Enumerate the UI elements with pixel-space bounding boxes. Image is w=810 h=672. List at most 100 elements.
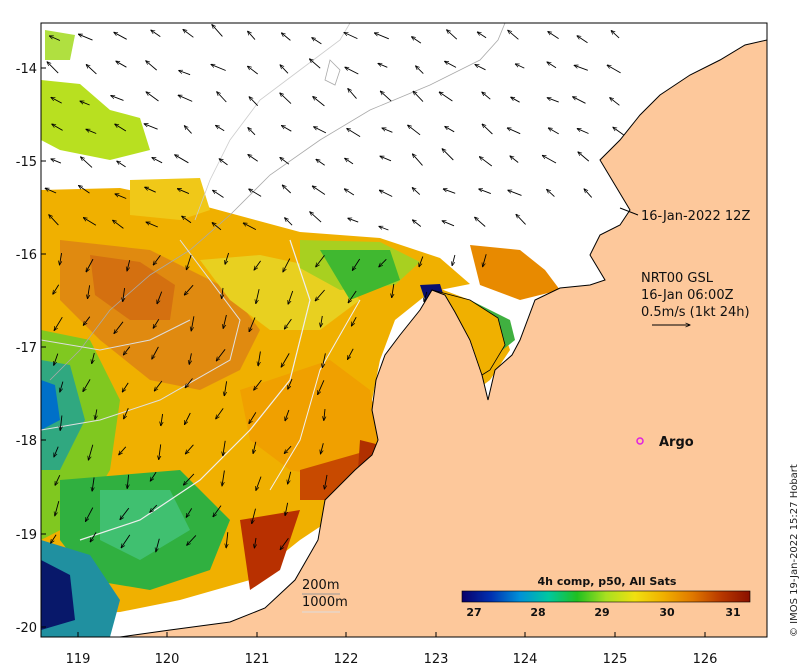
current-vector (248, 66, 258, 75)
current-vector (318, 380, 325, 394)
current-vector (114, 321, 124, 334)
current-vector (213, 190, 224, 198)
current-vector (254, 379, 262, 390)
current-vector (511, 97, 520, 103)
current-vector (316, 255, 325, 267)
current-vector (547, 62, 557, 69)
current-vector (115, 194, 127, 199)
current-vectors (45, 25, 624, 552)
current-vector (573, 97, 586, 104)
current-vector (310, 59, 321, 69)
current-vector (322, 353, 326, 367)
current-vector (374, 33, 389, 40)
colorbar-tick: 27 (466, 606, 481, 619)
current-vector (578, 152, 590, 162)
current-vector (380, 156, 392, 162)
current-vector (45, 188, 57, 194)
current-vector (150, 471, 157, 481)
current-vector (280, 65, 289, 74)
current-vector (191, 316, 195, 331)
current-vector (280, 157, 290, 165)
current-vector (223, 440, 226, 456)
current-vector (52, 124, 63, 131)
current-vector (150, 504, 158, 512)
current-vector (157, 291, 163, 304)
current-vector (321, 443, 324, 454)
current-vector (92, 352, 95, 364)
current-vector (86, 507, 94, 522)
current-vector (187, 535, 197, 545)
peninsula (431, 289, 506, 376)
current-vector (345, 158, 354, 165)
current-vector (352, 258, 361, 270)
current-vector (445, 126, 455, 133)
current-vector (249, 317, 256, 332)
current-vector (412, 37, 422, 44)
current-vector (412, 188, 421, 195)
current-vector (348, 348, 354, 360)
current-vector (213, 505, 222, 517)
current-vector (282, 126, 292, 132)
current-vector (314, 127, 327, 134)
current-vector (280, 537, 289, 550)
current-vector (483, 254, 487, 266)
current-vector (211, 64, 226, 71)
current-vector (117, 161, 126, 168)
current-vector (515, 64, 525, 69)
current-vector (379, 226, 389, 231)
current-vector (60, 253, 62, 265)
current-vector (310, 212, 322, 223)
current-vector (49, 215, 59, 226)
current-vector (548, 128, 559, 135)
current-vector (146, 92, 159, 102)
current-vector (186, 254, 192, 270)
current-vector (324, 409, 325, 420)
y-tick-label: -14 (16, 62, 37, 77)
y-tick-label: -16 (16, 248, 37, 263)
current-vector (216, 125, 225, 132)
current-vector (78, 34, 93, 41)
current-vector (516, 214, 526, 225)
current-vector (153, 255, 161, 265)
current-vector (55, 500, 60, 516)
current-vector (151, 30, 161, 37)
current-vector (419, 256, 424, 267)
current-vector (178, 95, 193, 102)
current-vector (55, 475, 61, 485)
argo-float-marker (636, 437, 644, 445)
current-vector (185, 444, 194, 454)
current-vector (127, 259, 131, 271)
current-vector (184, 126, 192, 134)
current-vector (146, 222, 158, 228)
current-vector (184, 284, 194, 295)
current-vector (281, 353, 290, 367)
current-vector (175, 155, 189, 164)
current-vector (613, 127, 624, 136)
current-vector (54, 316, 63, 330)
current-vector (285, 502, 289, 516)
x-tick-label: 122 (334, 652, 359, 667)
current-vector (222, 287, 223, 299)
current-vector (249, 97, 259, 107)
current-vector (280, 93, 292, 104)
current-vector (212, 223, 222, 231)
current-vector (146, 61, 157, 71)
current-vector (92, 477, 94, 492)
current-vector (256, 289, 260, 303)
current-vector (288, 378, 293, 389)
current-vector (53, 284, 60, 294)
argo-label: Argo (659, 435, 694, 450)
sst-imagery (41, 30, 560, 637)
current-vector (189, 353, 191, 364)
current-vector (382, 128, 393, 133)
current-vector (83, 379, 91, 391)
current-vector (86, 65, 97, 75)
current-vector (249, 412, 257, 423)
current-vector (475, 217, 486, 227)
current-vector (379, 258, 387, 267)
current-vector (152, 158, 163, 164)
current-vector (344, 189, 355, 196)
current-vector (510, 156, 519, 163)
current-vector (152, 346, 159, 359)
